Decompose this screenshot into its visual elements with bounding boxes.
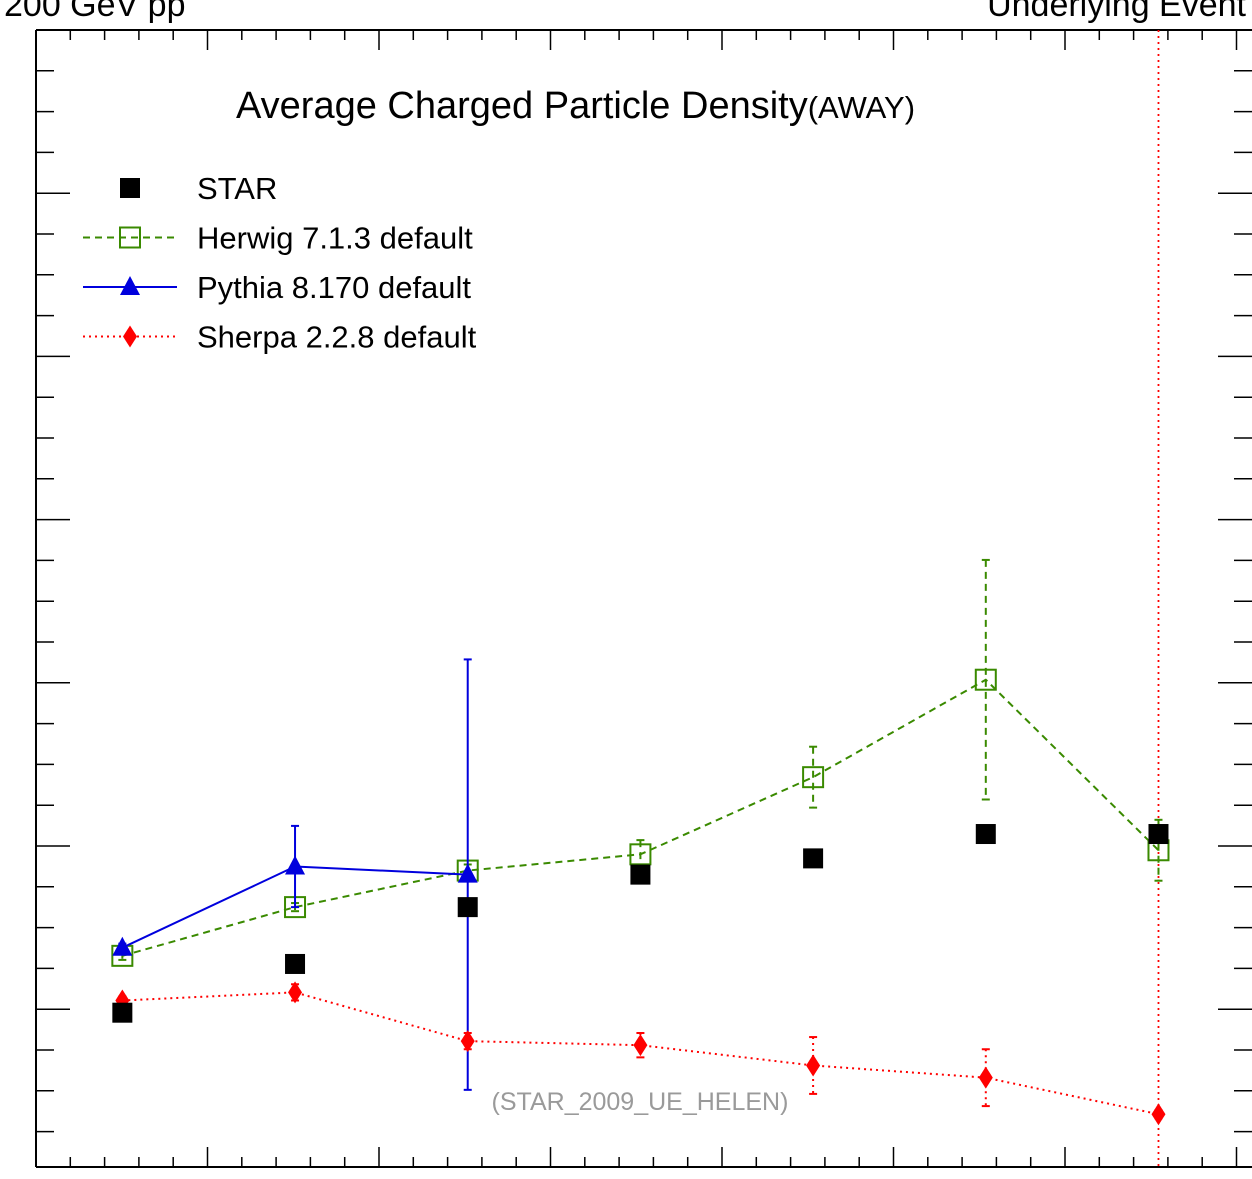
chart-title-main: Average Charged Particle Density — [236, 85, 808, 127]
data-point — [802, 766, 825, 789]
data-point — [460, 1030, 475, 1053]
series-line — [122, 678, 1160, 957]
axis-ticks — [35, 29, 1252, 1167]
watermark-label: (STAR_2009_UE_HELEN) — [492, 1088, 789, 1116]
data-point — [630, 864, 651, 885]
legend: STAR Herwig 7.1.3 default Pythia 8.170 def… — [83, 171, 477, 355]
data-point — [285, 953, 306, 974]
data-point — [975, 824, 996, 845]
chart-title-suffix: (AWAY) — [808, 90, 915, 125]
legend-symbol — [123, 325, 137, 348]
legend-label: Herwig 7.1.3 default — [197, 221, 473, 256]
data-point — [112, 936, 133, 956]
legend-symbol — [120, 178, 140, 198]
data-point — [457, 897, 478, 918]
data-point — [978, 1066, 993, 1089]
header-left-label: 200 GeV pp — [4, 0, 186, 24]
data-point — [806, 1054, 821, 1077]
data-point — [288, 981, 303, 1004]
data-point — [112, 1002, 133, 1023]
legend-label: Pythia 8.170 default — [197, 270, 471, 305]
header-right-label: Underlying Event — [987, 0, 1246, 24]
series-herwig-7-1-3-default — [111, 558, 1170, 967]
legend-label: Sherpa 2.2.8 default — [197, 320, 477, 355]
legend-entry: Herwig 7.1.3 default — [83, 221, 473, 256]
data-point — [1148, 824, 1169, 845]
legend-symbol — [120, 276, 140, 295]
legend-entry: Sherpa 2.2.8 default — [83, 320, 477, 355]
data-point — [633, 1034, 648, 1057]
plot-frame — [35, 29, 1252, 1168]
data-point — [1151, 1103, 1166, 1126]
data-point — [803, 848, 824, 869]
legend-entry: STAR — [120, 171, 277, 206]
legend-label: STAR — [197, 171, 277, 206]
data-point — [974, 668, 997, 691]
data-point — [457, 863, 478, 883]
legend-entry: Pythia 8.170 default — [83, 270, 471, 305]
series-layer — [111, 558, 1170, 1126]
legend-symbol — [119, 226, 141, 249]
chart-title: Average Charged Particle Density(AWAY) — [236, 85, 915, 127]
series-sherpa-2-2-8-default — [115, 981, 1166, 1126]
series-pythia-8-170-default — [112, 658, 478, 1091]
data-point — [629, 843, 652, 866]
data-point — [285, 855, 306, 875]
series-star — [112, 824, 1169, 1023]
